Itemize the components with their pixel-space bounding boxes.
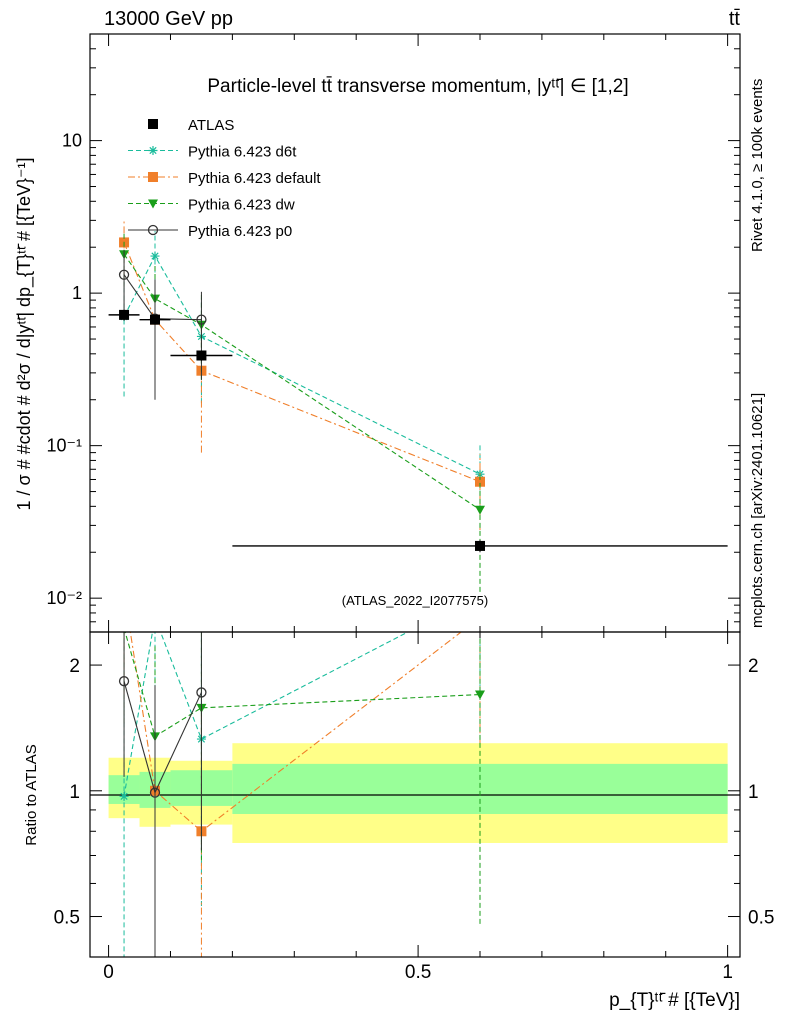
- ratio-band-inner: [232, 763, 728, 814]
- marker-atlas: [119, 309, 130, 320]
- ratio-series-p0: [118, 632, 207, 957]
- series-line-d6t: [123, 254, 481, 475]
- ratio-frame: [89, 631, 741, 958]
- marker-p0: [196, 314, 207, 325]
- ratio-ytick-label-left: 1: [69, 782, 80, 803]
- marker-atlas: [196, 350, 207, 361]
- series-dw: [119, 232, 485, 592]
- ratio-line-dw: [124, 632, 481, 738]
- main-ylabel: 1 / σ # #cdot # d²σ / d|yᵗᵗ̄| dp_{T}ᵗᵗ̄ …: [14, 157, 35, 510]
- series-d6t: [119, 231, 485, 507]
- ratio-ytick-label-right: 2: [748, 656, 759, 677]
- legend-label-p0: Pythia 6.423 p0: [188, 223, 292, 240]
- header-energy-label: 13000 GeV pp: [104, 8, 233, 30]
- xtick-label: 0: [103, 962, 114, 983]
- ratio-marker-dw: [475, 690, 485, 700]
- main-ytick-label: 10⁻²: [46, 588, 82, 608]
- main-series-layer: [108, 221, 728, 592]
- legend-marker-p0: [147, 224, 159, 236]
- ratio-marker-p0: [118, 676, 130, 687]
- legend: ATLAS Pythia 6.423 d6t Pythia 6.423 defaul…: [128, 117, 321, 240]
- ratio-line-default: [129, 632, 462, 832]
- rivet-version-label: Rivet 4.1.0, ≥ 100k events: [749, 79, 766, 252]
- legend-item-p0: Pythia 6.423 p0: [128, 223, 292, 240]
- main-ytick-label: 10: [62, 131, 82, 151]
- main-title: Particle-level tt̄ transverse momentum, …: [207, 76, 628, 97]
- legend-label-atlas: ATLAS: [188, 117, 234, 134]
- main-ytick-label: 10⁻¹: [46, 436, 82, 456]
- series-line-default: [123, 242, 481, 483]
- marker-d6t: [150, 251, 160, 261]
- main-ticks: 10⁻² 10⁻¹ 1 10: [46, 33, 740, 633]
- ratio-panel: 0.5 0.5 1 1 2 2 0 0.5 1 Ratio to ATLAS p_{T}ᵗᵗ̄ …: [23, 587, 774, 1011]
- legend-item-dw: Pythia 6.423 dw: [128, 197, 295, 214]
- legend-item-atlas: ATLAS: [148, 117, 234, 134]
- legend-label-dw: Pythia 6.423 dw: [188, 197, 295, 214]
- ratio-ytick-label-left: 2: [69, 656, 80, 677]
- series-atlas: [108, 309, 728, 553]
- ratio-marker-p0: [196, 687, 207, 698]
- xlabel: p_{T}ᵗᵗ̄ # [{TeV}]: [609, 990, 740, 1011]
- main-ytick-label: 1: [72, 283, 82, 303]
- xtick-label: 0.5: [405, 962, 431, 983]
- series-line-p0: [123, 274, 202, 321]
- legend-marker-dw: [148, 199, 158, 209]
- ratio-line-d6t: [123, 632, 410, 797]
- ratio-series-layer: [118, 587, 485, 957]
- marker-default: [475, 476, 485, 487]
- ratio-marker-p0: [149, 787, 161, 798]
- ratio-marker-d6t: [119, 791, 129, 801]
- marker-p0: [118, 269, 130, 280]
- header-process-label: tt̄: [729, 8, 741, 30]
- legend-marker-atlas: [148, 119, 158, 129]
- ratio-ytick-label-left: 0.5: [54, 908, 80, 929]
- xtick-label: 1: [722, 962, 733, 983]
- main-panel: 10⁻² 10⁻¹ 1 10 Particle-level tt̄ transvers…: [14, 33, 741, 633]
- legend-marker-d6t: [148, 146, 158, 155]
- ratio-ytick-label-right: 1: [748, 782, 759, 803]
- legend-label-default: Pythia 6.423 default: [188, 170, 321, 187]
- ratio-ylabel: Ratio to ATLAS: [23, 744, 40, 845]
- watermark: (ATLAS_2022_I2077575): [342, 593, 488, 608]
- marker-atlas: [150, 314, 160, 325]
- legend-item-d6t: Pythia 6.423 d6t: [128, 144, 297, 161]
- legend-marker-default: [148, 172, 158, 182]
- ratio-ticks: 0.5 0.5 1 1 2 2 0 0.5 1: [54, 632, 774, 983]
- ratio-marker-default: [475, 612, 485, 622]
- series-default: [119, 221, 485, 530]
- series-line-dw: [123, 253, 481, 511]
- marker-atlas: [475, 540, 485, 551]
- ratio-marker-d6t: [151, 613, 160, 622]
- legend-label-d6t: Pythia 6.423 d6t: [188, 144, 297, 161]
- mcplots-label: mcplots.cern.ch [arXiv:2401.10621]: [749, 393, 766, 628]
- series-p0: [118, 249, 207, 400]
- marker-dw: [475, 505, 485, 515]
- ratio-marker-default: [119, 587, 129, 597]
- ratio-ytick-label-right: 0.5: [748, 908, 774, 929]
- legend-item-default: Pythia 6.423 default: [128, 170, 321, 187]
